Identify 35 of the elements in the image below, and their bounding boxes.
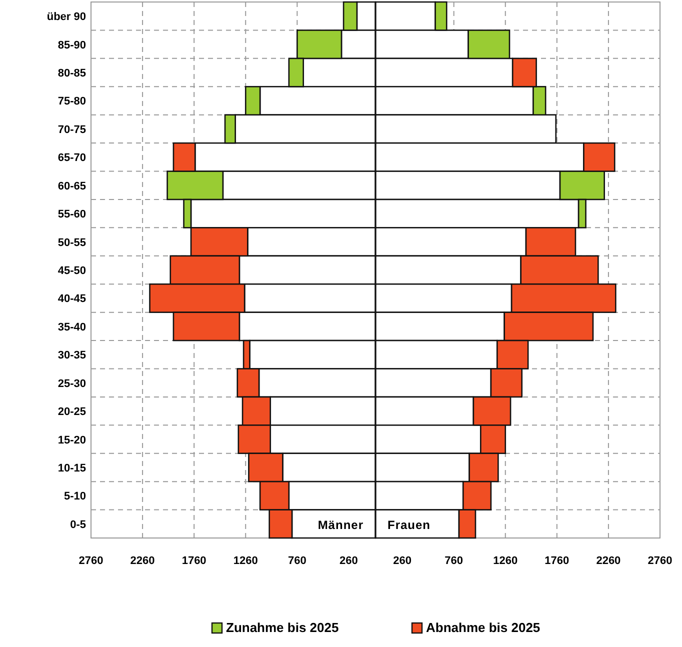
legend-label: Zunahme bis 2025 <box>226 620 339 635</box>
legend-label: Abnahme bis 2025 <box>426 620 540 635</box>
x-tick-label: 2260 <box>596 555 621 567</box>
x-tick-label: 2760 <box>648 555 672 567</box>
y-tick-label: 20-25 <box>58 406 86 418</box>
y-tick-label: über 90 <box>46 11 86 24</box>
y-tick-label: 55-60 <box>58 208 86 221</box>
y-tick-label: 80-85 <box>58 68 86 80</box>
annotation: Männer <box>318 518 364 532</box>
y-tick-label: 50-55 <box>58 236 86 249</box>
y-tick-label: 70-75 <box>58 124 86 136</box>
x-tick-label: 1260 <box>233 555 258 567</box>
x-tick-label: 2760 <box>78 555 104 567</box>
x-tick-label: 760 <box>444 555 464 567</box>
x-tick-label: 260 <box>393 555 412 567</box>
x-tick-label: 2260 <box>130 555 155 567</box>
y-tick-label: 25-30 <box>58 378 86 390</box>
x-tick-label: 260 <box>340 555 358 567</box>
x-tick-label: 1760 <box>182 555 206 567</box>
y-tick-label: 15-20 <box>58 434 86 446</box>
y-tick-label: 45-50 <box>58 265 86 277</box>
x-tick-label: 1760 <box>544 555 570 567</box>
y-tick-label: 35-40 <box>58 321 86 334</box>
annotation: Frauen <box>388 518 431 532</box>
y-tick-label: 5-10 <box>64 490 86 503</box>
x-tick-label: 760 <box>288 555 306 567</box>
x-tick-label: 1260 <box>493 555 518 567</box>
y-tick-label: 65-70 <box>58 152 86 164</box>
y-tick-label: 85-90 <box>58 39 86 52</box>
y-tick-label: 30-35 <box>58 350 86 362</box>
y-tick-label: 75-80 <box>58 96 86 108</box>
y-tick-label: 0-5 <box>70 518 86 531</box>
y-tick-label: 60-65 <box>58 180 86 192</box>
y-tick-label: 10-15 <box>58 462 86 474</box>
y-tick-label: 40-45 <box>58 293 86 306</box>
